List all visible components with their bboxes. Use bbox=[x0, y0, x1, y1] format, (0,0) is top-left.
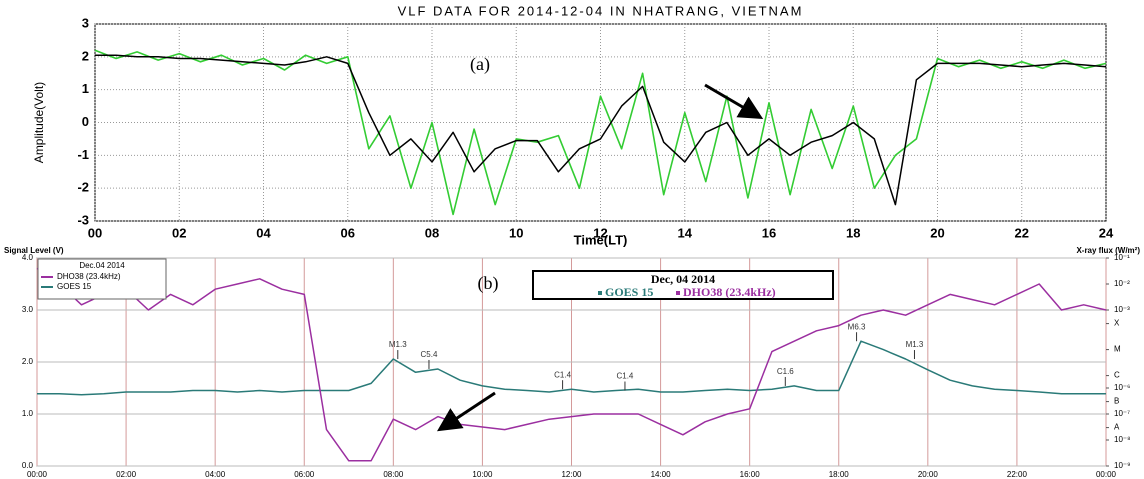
x-tick-label: 18 bbox=[846, 225, 860, 240]
series-line bbox=[95, 54, 1107, 206]
x-tick-label: 04 bbox=[256, 225, 271, 240]
legend-label: DHO38 (23.4kHz) bbox=[683, 285, 776, 299]
legend-title: Dec, 04 2014 bbox=[651, 272, 715, 286]
y-axis-label: Signal Level (V) bbox=[4, 246, 64, 255]
x-tick-label: 12:00 bbox=[561, 470, 582, 479]
x-tick-label: 08 bbox=[425, 225, 439, 240]
flare-label: C1.4 bbox=[554, 370, 571, 379]
series-line bbox=[37, 340, 1106, 396]
x-tick-label: 10:00 bbox=[472, 470, 493, 479]
y2-tick-label: C bbox=[1114, 371, 1120, 380]
y2-tick-label: B bbox=[1114, 397, 1119, 406]
x-tick-label: 02 bbox=[172, 225, 186, 240]
legend-swatch bbox=[676, 291, 680, 295]
chart-title: VLF DATA FOR 2014-12-04 IN NHATRANG, VIE… bbox=[398, 3, 804, 18]
y-tick-label: 0 bbox=[82, 114, 89, 129]
plot-frame-a bbox=[94, 23, 1107, 222]
flare-label: C1.6 bbox=[777, 367, 794, 376]
y2-tick-label: 10⁻⁸ bbox=[1114, 435, 1131, 444]
y-tick-label: 3 bbox=[82, 15, 89, 30]
legend-label: GOES 15 bbox=[57, 282, 92, 291]
x-tick-label: 14 bbox=[678, 225, 693, 240]
y-tick-label: 4.0 bbox=[22, 253, 34, 262]
y2-tick-label: 10⁻³ bbox=[1114, 305, 1130, 314]
x-axis-label: Time(LT) bbox=[574, 232, 628, 247]
y-tick-label: 2.0 bbox=[22, 357, 34, 366]
y2-axis-label: X-ray flux (W/m²) bbox=[1076, 246, 1140, 255]
x-tick-label: 00:00 bbox=[1096, 470, 1117, 479]
y-tick-label: 1 bbox=[82, 81, 89, 96]
x-tick-label: 14:00 bbox=[651, 470, 672, 479]
x-tick-label: 00:00 bbox=[27, 470, 48, 479]
legend-swatch bbox=[598, 291, 602, 295]
legend-box bbox=[37, 258, 167, 300]
x-tick-label: 02:00 bbox=[116, 470, 137, 479]
legend-box bbox=[532, 270, 834, 300]
x-tick-label: 24 bbox=[1099, 225, 1114, 240]
x-tick-label: 22:00 bbox=[1007, 470, 1028, 479]
y-tick-label: -1 bbox=[77, 147, 89, 162]
x-tick-label: 16:00 bbox=[740, 470, 761, 479]
x-tick-label: 06 bbox=[341, 225, 355, 240]
y-tick-label: 0.0 bbox=[22, 461, 34, 470]
y2-tick-label: X bbox=[1114, 319, 1120, 328]
series-line bbox=[94, 49, 1107, 216]
flare-label: C1.4 bbox=[616, 372, 633, 381]
y2-tick-label: 10⁻⁷ bbox=[1114, 409, 1130, 418]
x-tick-label: 10 bbox=[509, 225, 523, 240]
x-tick-label: 16 bbox=[762, 225, 776, 240]
flare-label: C5.4 bbox=[421, 350, 438, 359]
y-tick-label: 1.0 bbox=[22, 409, 34, 418]
chart-layer: 00 02 04 06 08 10 12 14 16 18 20 22 24-3-2-10123VLF … bbox=[4, 3, 1140, 479]
flare-label: M6.3 bbox=[848, 322, 866, 331]
y-tick-label: 3.0 bbox=[22, 305, 34, 314]
x-tick-label: 12 bbox=[593, 225, 607, 240]
x-tick-label: 20:00 bbox=[918, 470, 939, 479]
legend-label: DHO38 (23.4kHz) bbox=[57, 272, 121, 281]
y2-tick-label: 10⁻⁹ bbox=[1114, 461, 1131, 470]
x-tick-label: 00 bbox=[88, 225, 102, 240]
y2-tick-label: A bbox=[1114, 423, 1120, 432]
x-tick-label: 08:00 bbox=[383, 470, 404, 479]
legend-label: GOES 15 bbox=[605, 285, 653, 299]
flare-label: M1.3 bbox=[906, 340, 924, 349]
y-axis-label: Amplitude(Volt) bbox=[32, 82, 46, 163]
arrow-b bbox=[436, 391, 496, 432]
flare-label: M1.3 bbox=[389, 340, 407, 349]
panel-label: (a) bbox=[470, 54, 490, 75]
y-tick-label: -3 bbox=[77, 212, 89, 227]
x-tick-label: 04:00 bbox=[205, 470, 226, 479]
y2-tick-label: 10⁻¹ bbox=[1114, 253, 1130, 262]
y2-tick-label: M bbox=[1114, 345, 1121, 354]
panel-label: (b) bbox=[478, 273, 499, 294]
y-tick-label: -2 bbox=[77, 180, 89, 195]
x-tick-label: 06:00 bbox=[294, 470, 315, 479]
x-tick-label: 22 bbox=[1015, 225, 1029, 240]
series-line bbox=[36, 267, 1107, 462]
arrow-a bbox=[704, 83, 764, 120]
y2-tick-label: 10⁻² bbox=[1114, 279, 1130, 288]
legend-title: Dec.04 2014 bbox=[79, 261, 125, 270]
y2-tick-label: 10⁻⁶ bbox=[1114, 383, 1130, 392]
x-tick-label: 18:00 bbox=[829, 470, 850, 479]
y-tick-label: 2 bbox=[82, 48, 89, 63]
x-tick-label: 20 bbox=[930, 225, 944, 240]
